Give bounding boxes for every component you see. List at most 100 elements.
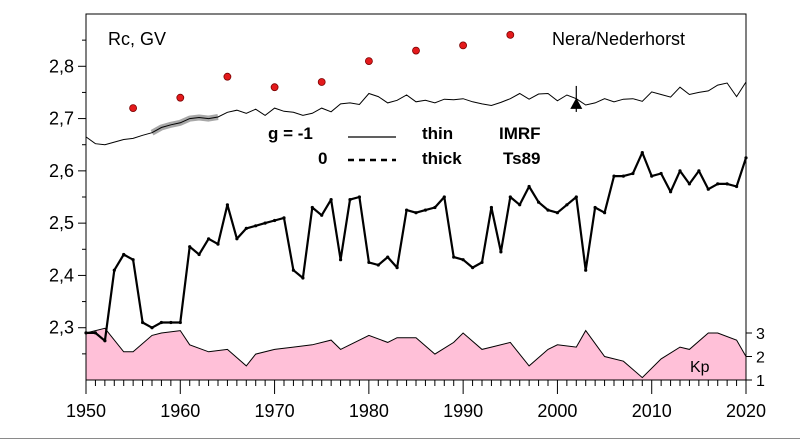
- thick-series-point: [235, 237, 239, 241]
- thick-series-point: [518, 203, 522, 207]
- thick-series-point: [659, 171, 663, 176]
- thick-series-point: [169, 320, 173, 325]
- thick-series-point: [471, 266, 475, 270]
- triangle-marker: [570, 97, 583, 109]
- thick-series-point: [678, 169, 682, 173]
- thick-series-point: [631, 171, 635, 176]
- thick-series-point: [291, 268, 295, 272]
- legend-thin-label: thin: [422, 124, 453, 143]
- thick-series-point: [499, 250, 503, 254]
- legend-thick-label: thick: [422, 149, 462, 168]
- y-tick-label: 2,8: [49, 56, 74, 76]
- red-dot-point: [459, 41, 468, 50]
- red-dot-point: [223, 72, 232, 81]
- thick-series-point: [423, 208, 427, 212]
- thick-series-point: [282, 216, 286, 220]
- x-tick-label: 2000: [537, 401, 577, 421]
- red-dot-point: [270, 83, 279, 92]
- thick-series-point: [621, 174, 626, 178]
- thick-series-point: [640, 151, 644, 155]
- kp-line: [85, 327, 747, 379]
- y-tick-label: 2,5: [49, 213, 74, 233]
- thick-series-point: [263, 221, 267, 225]
- thick-series-point: [489, 205, 493, 210]
- thick-series-point: [537, 200, 541, 204]
- y-tick-label: 2,7: [49, 109, 74, 129]
- legend-imrf-label: IMRF: [499, 124, 541, 143]
- thick-series-point: [112, 268, 116, 272]
- thick-series-point: [669, 190, 673, 194]
- thick-series-point: [376, 263, 380, 267]
- thick-series-point: [433, 205, 437, 210]
- thick-series-point: [414, 211, 418, 215]
- thick-series-line: [86, 151, 748, 342]
- kp-label: Kp: [690, 359, 710, 376]
- thick-series-point: [141, 320, 145, 325]
- plot-frame: [85, 13, 747, 381]
- x-tick-label: 1950: [66, 401, 106, 421]
- kp-tick-label: 3: [756, 326, 765, 343]
- thick-series-point: [386, 255, 390, 259]
- x-tick-label: 1960: [160, 401, 200, 421]
- red-dot-point: [129, 104, 138, 112]
- kp-tick-label: 1: [756, 373, 765, 390]
- thick-series-point: [273, 218, 277, 223]
- red-dot-point: [412, 46, 420, 55]
- thick-series-point: [122, 252, 126, 257]
- thick-series-point: [650, 174, 654, 178]
- thick-series-point: [452, 255, 456, 259]
- thick-series-point: [357, 195, 361, 199]
- x-tick-label: 1970: [255, 401, 295, 421]
- x-tick-label: 2020: [726, 401, 766, 421]
- plot-area: [84, 31, 748, 380]
- thick-series-point: [706, 187, 710, 191]
- legend-g-label: g = -1: [268, 124, 313, 143]
- chart-title: Nera/Nederhorst: [552, 29, 685, 49]
- thick-series-point: [593, 205, 597, 210]
- thick-series-point: [612, 174, 616, 178]
- thick-series-point: [348, 198, 352, 202]
- thick-series-point: [527, 184, 531, 189]
- y-tick-label: 2,4: [49, 265, 74, 285]
- x-tick-label: 1990: [443, 401, 483, 421]
- thick-series-point: [188, 245, 192, 249]
- thick-series-point: [461, 258, 465, 262]
- thick-series-point: [150, 326, 154, 330]
- thick-series-point: [555, 211, 560, 215]
- legend-ts89-label: Ts89: [503, 149, 541, 168]
- thick-series-point: [103, 339, 107, 343]
- thick-series-point: [320, 213, 324, 217]
- thick-series-point: [574, 195, 578, 199]
- thick-series-point: [697, 169, 701, 173]
- thick-series-point: [508, 195, 512, 199]
- red-dot-point: [176, 93, 185, 102]
- y-axis-label: Rc, GV: [108, 29, 166, 49]
- x-tick-label: 1980: [349, 401, 389, 421]
- thick-series-point: [310, 205, 314, 210]
- axis-ticks: 1950 1960 1970 1980 1990 2000 2010 2020 2,3 2,4 2,…: [49, 39, 766, 421]
- thick-series-point: [565, 203, 569, 207]
- legend-zero-label: 0: [318, 149, 327, 168]
- thick-series-point: [225, 203, 229, 207]
- thick-series-point: [395, 266, 399, 270]
- thick-series-point: [546, 208, 550, 212]
- thick-series-point: [207, 237, 211, 241]
- thick-series-point: [254, 224, 258, 228]
- thick-series-point: [603, 211, 607, 215]
- thick-series-point: [405, 208, 409, 212]
- kp-area: [86, 328, 746, 380]
- thick-series-point: [178, 320, 182, 325]
- thick-series-point: [244, 226, 248, 230]
- red-dot-point: [317, 78, 326, 86]
- thin-series-line: [85, 81, 747, 146]
- thick-series-point: [687, 182, 692, 186]
- y-tick-label: 2,3: [49, 318, 74, 338]
- thick-series-point: [716, 182, 720, 186]
- x-tick-label: 2010: [632, 401, 672, 421]
- thin-series-shade: [150, 114, 219, 136]
- red-dot-point: [364, 57, 373, 65]
- thick-series-point: [301, 276, 305, 280]
- thick-series-point: [367, 260, 371, 264]
- legend: g = -1 thin IMRF 0 thick Ts89: [268, 124, 541, 168]
- thick-series-point: [735, 184, 739, 189]
